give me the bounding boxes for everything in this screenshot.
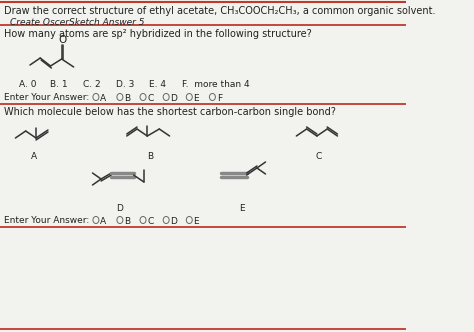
Text: D. 3: D. 3	[117, 80, 135, 89]
Text: How many atoms are sp² hybridized in the following structure?: How many atoms are sp² hybridized in the…	[4, 29, 312, 39]
Text: B: B	[147, 152, 153, 161]
Circle shape	[186, 216, 192, 223]
Text: B: B	[124, 217, 130, 226]
Text: A: A	[100, 94, 106, 103]
Circle shape	[93, 94, 99, 101]
Circle shape	[140, 94, 146, 101]
Circle shape	[163, 94, 169, 101]
Circle shape	[210, 94, 215, 101]
Text: D: D	[171, 217, 177, 226]
Text: C: C	[147, 217, 154, 226]
Circle shape	[163, 216, 169, 223]
Text: E: E	[239, 204, 244, 213]
Text: A: A	[100, 217, 106, 226]
Text: Draw the correct structure of ethyl acetate, CH₃COOCH₂CH₃, a common organic solv: Draw the correct structure of ethyl acet…	[4, 6, 436, 16]
Text: Enter Your Answer:: Enter Your Answer:	[4, 93, 90, 102]
Text: D: D	[171, 94, 177, 103]
Text: B. 1: B. 1	[50, 80, 67, 89]
Text: B: B	[124, 94, 130, 103]
Circle shape	[117, 94, 123, 101]
Text: C: C	[147, 94, 154, 103]
Text: Enter Your Answer:: Enter Your Answer:	[4, 216, 90, 225]
Text: A. 0: A. 0	[19, 80, 36, 89]
Circle shape	[140, 216, 146, 223]
Text: E: E	[193, 94, 199, 103]
Circle shape	[186, 94, 192, 101]
Text: C: C	[316, 152, 322, 161]
Text: O: O	[58, 35, 67, 45]
Text: A: A	[31, 152, 37, 161]
Text: E. 4: E. 4	[149, 80, 166, 89]
Text: F.  more than 4: F. more than 4	[182, 80, 250, 89]
Circle shape	[93, 216, 99, 223]
Text: Create OscerSketch Answer 5: Create OscerSketch Answer 5	[10, 18, 145, 27]
Text: F: F	[217, 94, 222, 103]
Text: Which molecule below has the shortest carbon-carbon single bond?: Which molecule below has the shortest ca…	[4, 107, 336, 117]
Circle shape	[117, 216, 123, 223]
Text: E: E	[193, 217, 199, 226]
Text: C. 2: C. 2	[83, 80, 100, 89]
Text: D: D	[117, 204, 123, 213]
